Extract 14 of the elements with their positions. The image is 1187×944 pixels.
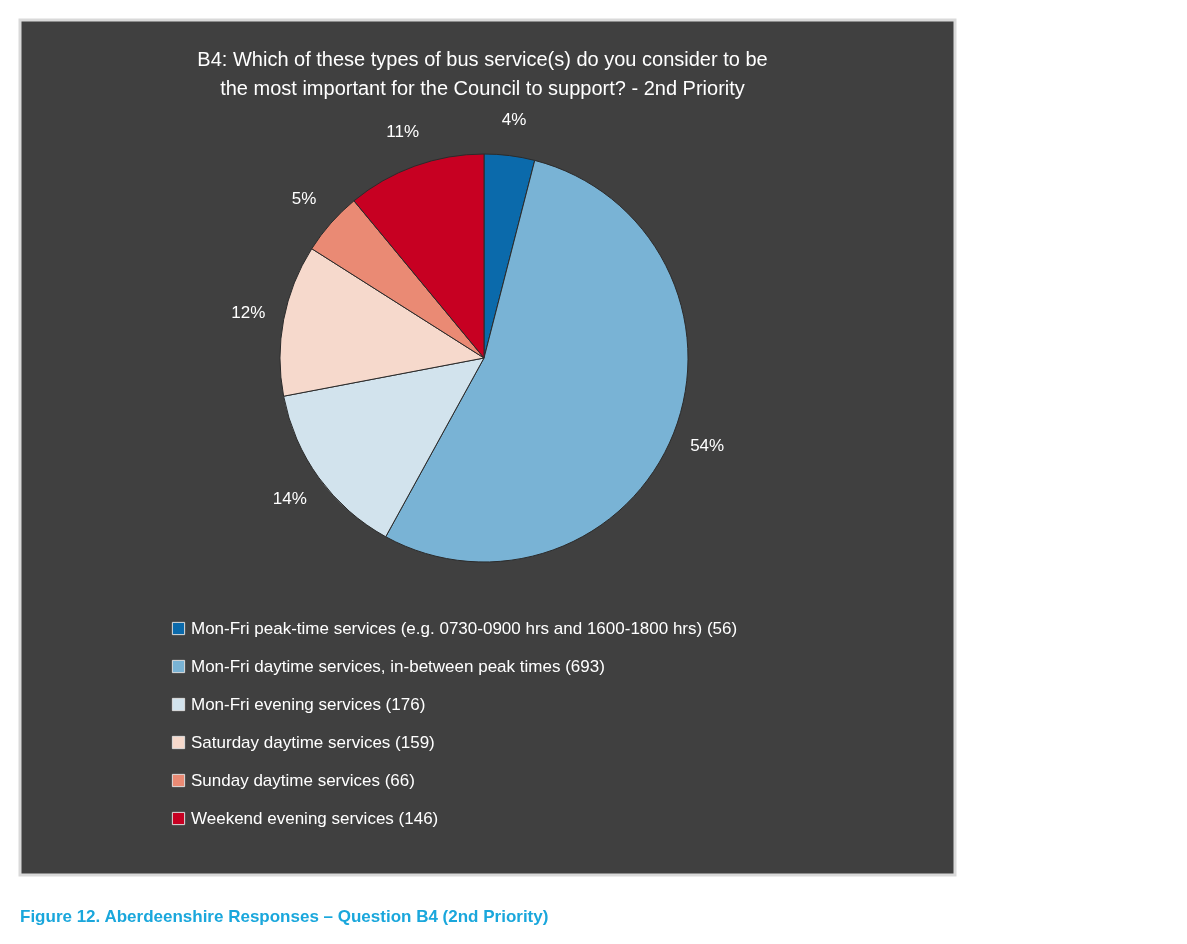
legend-label: Mon-Fri daytime services, in-between peak times (693) [191, 656, 605, 676]
data-label: 5% [291, 189, 317, 209]
legend-label: Sunday daytime services (66) [191, 770, 415, 790]
data-label: 11% [386, 122, 420, 142]
legend-label: Weekend evening services (146) [191, 808, 439, 828]
data-label: 4% [501, 109, 527, 129]
data-label: 12% [231, 303, 266, 323]
chart-title: B4: Which of these types of bus service(s) do you consider to be the most important for the Council to support? - 2nd Priority [197, 48, 768, 99]
data-label: 54% [690, 436, 725, 456]
data-label: 14% [272, 489, 307, 509]
legend-label: Mon-Fri evening services (176) [191, 694, 426, 714]
legend-label: Mon-Fri peak-time services (e.g. 0730-0900 hrs and 1600-1800 hrs) (56) [191, 618, 738, 638]
legend-label: Saturday daytime services (159) [191, 732, 435, 752]
caption: Figure 12. Aberdeenshire Responses – Question B4 (2nd Priority) [20, 907, 549, 926]
